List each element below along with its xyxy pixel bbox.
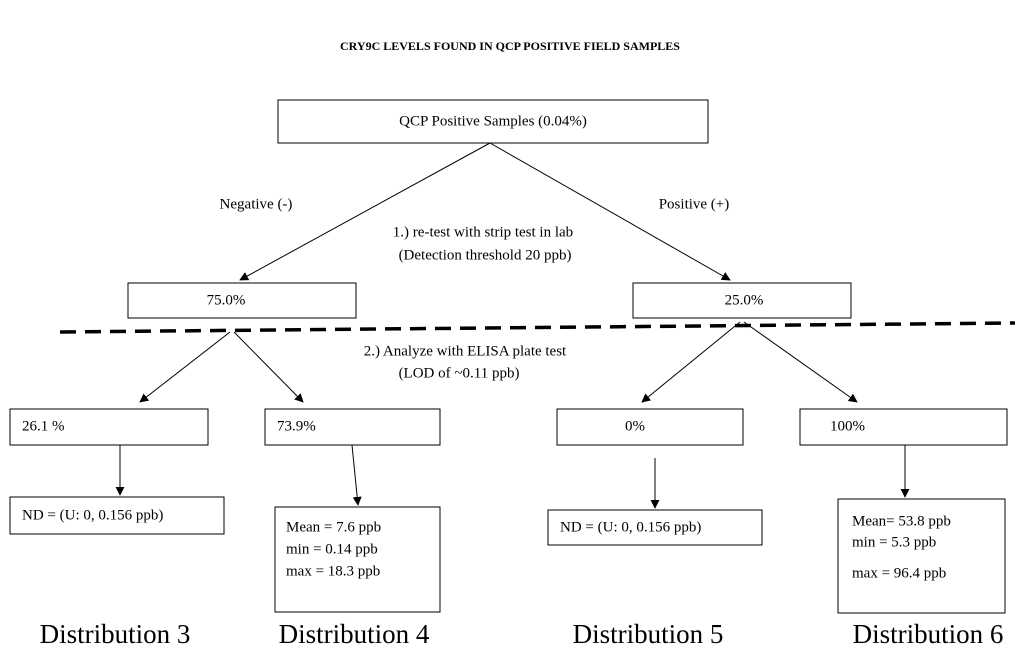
- result-box: [9, 496, 225, 535]
- result-box: [274, 506, 441, 613]
- node-label: 25.0%: [725, 292, 764, 308]
- node-box: [264, 408, 441, 446]
- distribution-label: Distribution 3: [40, 619, 191, 649]
- result-line: max = 18.3 ppb: [286, 563, 380, 579]
- step-label: 1.) re-test with strip test in lab: [393, 224, 573, 240]
- result-box: [547, 509, 763, 546]
- connector: [489, 142, 731, 281]
- node-label: 0%: [625, 418, 645, 434]
- distribution-label: Distribution 5: [573, 619, 724, 649]
- node-box: [799, 408, 1008, 446]
- connector: [351, 444, 362, 506]
- result-line: min = 0.14 ppb: [286, 541, 378, 557]
- result-line: max = 96.4 ppb: [852, 565, 946, 581]
- step-label: 2.) Analyze with ELISA plate test: [364, 343, 567, 359]
- node-box: [9, 408, 209, 446]
- distribution-label: Distribution 4: [279, 619, 430, 649]
- branch-label: Negative (-): [220, 196, 293, 212]
- step-label: (Detection threshold 20 ppb): [399, 247, 572, 263]
- connector: [139, 331, 231, 403]
- result-line: Mean = 7.6 ppb: [286, 519, 381, 535]
- connector: [743, 321, 858, 403]
- result-line: ND = (U: 0, 0.156 ppb): [560, 519, 701, 535]
- result-line: min = 5.3 ppb: [852, 534, 936, 550]
- connector: [641, 321, 741, 403]
- root-label: QCP Positive Samples (0.04%): [399, 113, 587, 129]
- node-label: 75.0%: [207, 292, 246, 308]
- node-label: 100%: [830, 418, 865, 434]
- result-line: ND = (U: 0, 0.156 ppb): [22, 507, 163, 523]
- node-box: [556, 408, 744, 446]
- result-box: [837, 498, 1006, 614]
- root-box: [277, 99, 709, 144]
- node-label: 26.1 %: [22, 418, 65, 434]
- connector: [233, 331, 304, 403]
- divider: [59, 321, 1016, 334]
- node-box: [127, 282, 357, 319]
- branch-label: Positive (+): [659, 196, 730, 212]
- node-label: 73.9%: [277, 418, 316, 434]
- result-line: Mean= 53.8 ppb: [852, 513, 951, 529]
- connector: [239, 142, 491, 281]
- title: CRY9C LEVELS FOUND IN QCP POSITIVE FIELD…: [340, 39, 680, 53]
- step-label: (LOD of ~0.11 ppb): [399, 365, 520, 381]
- node-box: [632, 282, 852, 319]
- distribution-label: Distribution 6: [853, 619, 1004, 649]
